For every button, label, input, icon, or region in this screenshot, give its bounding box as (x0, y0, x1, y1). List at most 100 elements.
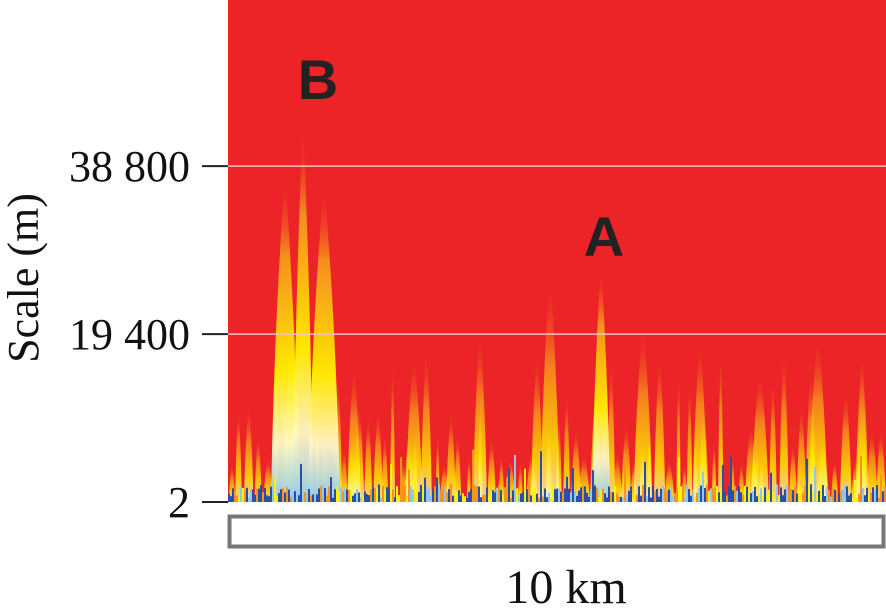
scalogram-feature-29 (466, 453, 471, 502)
noise-column-49 (326, 495, 328, 502)
noise-column-313 (854, 479, 856, 502)
noise-column-75 (378, 484, 380, 502)
noise-column-37 (302, 497, 304, 502)
noise-column-98 (424, 477, 426, 502)
scalogram-feature-75 (876, 426, 886, 502)
noise-column-252 (732, 490, 734, 502)
noise-column-130 (488, 495, 490, 502)
y-axis-ticks: 2 19 400 38 800 (69, 142, 228, 527)
noise-column-219 (666, 490, 668, 502)
noise-column-182 (592, 470, 594, 502)
noise-column-19 (266, 495, 268, 502)
noise-column-207 (642, 485, 644, 502)
noise-column-281 (790, 489, 792, 502)
annotations: BA (298, 48, 624, 268)
noise-column-285 (798, 484, 800, 502)
noise-column-41 (310, 495, 312, 502)
noise-column-242 (712, 488, 714, 502)
noise-column-201 (630, 486, 632, 502)
noise-column-197 (622, 497, 624, 502)
noise-column-6 (240, 487, 242, 502)
noise-column-140 (508, 468, 510, 502)
noise-column-2 (232, 488, 234, 502)
noise-column-133 (494, 492, 496, 502)
scalogram-feature-17 (364, 412, 373, 502)
noise-column-23 (274, 476, 276, 502)
noise-column-234 (696, 492, 698, 502)
noise-column-255 (738, 486, 740, 502)
noise-column-7 (242, 487, 244, 502)
noise-column-192 (612, 492, 614, 502)
noise-column-35 (298, 495, 300, 502)
noise-column-100 (428, 488, 430, 502)
noise-column-235 (698, 488, 700, 502)
noise-column-229 (686, 484, 688, 502)
noise-column-250 (728, 486, 730, 502)
noise-column-83 (394, 497, 396, 502)
scalogram-feature-87 (293, 121, 313, 502)
noise-column-82 (392, 489, 394, 502)
noise-column-73 (374, 488, 376, 502)
noise-column-141 (510, 497, 512, 502)
noise-column-30 (288, 489, 290, 502)
noise-column-142 (512, 490, 514, 502)
noise-column-205 (638, 486, 640, 502)
noise-column-174 (576, 495, 578, 502)
noise-column-171 (570, 492, 572, 502)
noise-column-306 (840, 490, 842, 502)
scalogram-feature-46 (621, 419, 632, 502)
noise-column-50 (328, 486, 330, 502)
noise-column-309 (846, 486, 848, 502)
noise-column-180 (588, 496, 590, 502)
noise-column-134 (496, 487, 498, 502)
noise-column-52 (332, 497, 334, 502)
noise-column-296 (820, 485, 822, 502)
noise-column-144 (516, 488, 518, 502)
noise-column-186 (600, 490, 602, 502)
noise-column-39 (306, 497, 308, 502)
noise-column-25 (278, 493, 280, 502)
noise-column-15 (258, 488, 260, 502)
noise-column-139 (506, 477, 508, 502)
noise-column-84 (396, 486, 398, 502)
noise-column-160 (548, 492, 550, 502)
noise-column-216 (660, 488, 662, 502)
noise-column-109 (446, 492, 448, 502)
noise-column-225 (678, 457, 680, 502)
noise-column-227 (682, 484, 684, 502)
noise-column-97 (422, 484, 424, 502)
noise-column-138 (504, 487, 506, 502)
noise-column-106 (440, 490, 442, 502)
noise-column-266 (760, 488, 762, 502)
scalogram-feature-78 (405, 352, 423, 502)
scalogram-feature-71 (839, 383, 852, 502)
scalogram-feature-24 (420, 343, 432, 502)
noise-column-92 (412, 489, 414, 502)
scalogram-feature-65 (779, 346, 789, 502)
noise-column-38 (304, 492, 306, 502)
scalogram-feature-89 (592, 263, 610, 502)
noise-column-291 (810, 484, 812, 502)
noise-column-178 (584, 486, 586, 502)
noise-column-170 (568, 488, 570, 502)
noise-column-124 (476, 486, 478, 502)
noise-column-318 (864, 495, 866, 502)
noise-column-3 (234, 495, 236, 502)
noise-column-169 (566, 476, 568, 502)
noise-column-113 (454, 493, 456, 502)
scalogram-feature-77 (347, 362, 361, 502)
noise-column-117 (462, 493, 464, 502)
y-tick-label-0: 2 (168, 478, 190, 527)
noise-column-302 (832, 486, 834, 502)
noise-column-239 (706, 484, 708, 502)
noise-column-206 (640, 495, 642, 502)
noise-column-155 (538, 497, 540, 502)
noise-column-263 (754, 486, 756, 502)
noise-column-254 (736, 490, 738, 502)
scalogram-feature-28 (454, 430, 462, 502)
noise-column-295 (818, 490, 820, 502)
noise-column-108 (444, 487, 446, 502)
noise-column-105 (438, 484, 440, 502)
noise-column-102 (432, 489, 434, 502)
noise-column-158 (544, 488, 546, 502)
